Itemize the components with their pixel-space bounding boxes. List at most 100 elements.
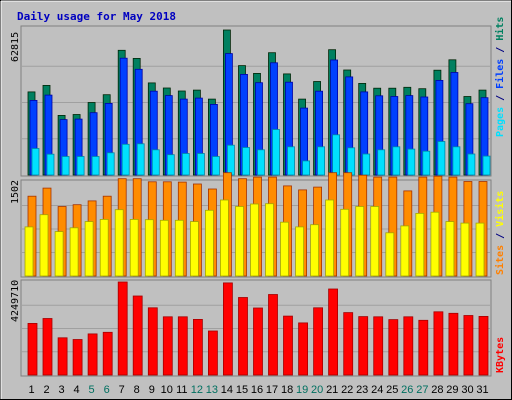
bar-pages-day-13: [211, 156, 220, 176]
bar-pages-day-30: [467, 153, 476, 176]
bar-kbytes-day-3: [57, 337, 68, 376]
side-label-sep-1: /: [495, 89, 506, 107]
max-label-hits-files-pages: 62815: [10, 32, 21, 62]
bar-kbytes-day-17: [268, 294, 278, 376]
bar-pages-day-12: [196, 153, 205, 176]
panel-visits-sites: 1502 Sites / Visits: [10, 172, 506, 278]
bar-sites-day-25: [385, 232, 395, 277]
bar-kbytes-day-28: [433, 311, 444, 376]
day-label-3: 3: [59, 384, 65, 396]
bar-kbytes-day-9: [147, 307, 158, 376]
side-label-sep-2: /: [495, 41, 506, 59]
side-label-visits: Visits: [494, 191, 506, 227]
bar-pages-day-11: [181, 153, 190, 176]
bar-pages-day-15: [242, 147, 250, 176]
bar-pages-day-1: [31, 148, 40, 176]
day-label-13: 13: [206, 384, 218, 396]
bar-pages-day-14: [226, 144, 235, 176]
bar-kbytes-day-21: [328, 288, 339, 376]
day-label-20: 20: [311, 384, 323, 396]
bar-pages-day-23: [362, 153, 371, 176]
day-label-24: 24: [371, 384, 383, 396]
panel-bars-visits-sites: [24, 172, 488, 277]
bar-sites-day-24: [370, 206, 380, 277]
bar-kbytes-day-12: [192, 318, 203, 376]
bar-pages-day-27: [422, 150, 431, 176]
bar-sites-day-2: [39, 214, 49, 277]
day-label-15: 15: [236, 384, 248, 396]
bar-pages-day-24: [377, 149, 386, 176]
day-label-6: 6: [104, 384, 110, 396]
panel-kbytes: 4249710 KBytes: [10, 279, 506, 377]
bar-pages-day-22: [347, 147, 356, 176]
bar-sites-day-11: [174, 219, 184, 277]
bar-kbytes-day-8: [132, 295, 143, 376]
bar-kbytes-day-4: [72, 339, 83, 376]
bar-pages-day-18: [287, 146, 295, 176]
day-label-9: 9: [149, 384, 155, 396]
day-label-14: 14: [221, 384, 233, 396]
bar-kbytes-day-5: [87, 333, 98, 376]
bar-sites-day-18: [280, 221, 289, 277]
bar-sites-day-21: [325, 199, 335, 277]
bar-sites-day-17: [265, 203, 274, 277]
bar-pages-day-9: [151, 149, 160, 176]
panel-bars-kbytes: [27, 281, 489, 376]
bar-sites-day-16: [250, 203, 259, 277]
bar-kbytes-day-15: [238, 297, 248, 376]
side-label-sites: Sites: [494, 245, 506, 275]
bar-kbytes-day-20: [313, 307, 324, 376]
day-label-18: 18: [281, 384, 293, 396]
bar-sites-day-26: [400, 225, 410, 277]
bar-kbytes-day-30: [463, 315, 474, 376]
max-label-visits-sites: 1502: [10, 180, 21, 204]
bar-kbytes-day-27: [418, 319, 429, 376]
day-label-30: 30: [461, 384, 473, 396]
side-label-hits-files-pages: Pages / Files / Hits: [494, 17, 506, 137]
bar-pages-day-31: [482, 155, 491, 176]
day-label-27: 27: [416, 384, 428, 396]
bar-kbytes-day-19: [298, 322, 309, 376]
side-label-kbytes: KBytes: [495, 337, 506, 373]
bar-kbytes-day-11: [177, 316, 188, 376]
bar-sites-day-22: [340, 208, 350, 277]
day-label-10: 10: [161, 384, 173, 396]
day-label-4: 4: [74, 384, 80, 396]
bar-kbytes-day-2: [42, 318, 53, 376]
bar-pages-day-4: [76, 156, 85, 176]
bar-kbytes-day-1: [27, 322, 38, 376]
bar-pages-day-17: [272, 129, 280, 176]
bar-pages-day-2: [46, 153, 55, 176]
bar-pages-day-20: [317, 146, 326, 176]
bar-pages-day-10: [166, 154, 175, 176]
day-label-2: 2: [43, 384, 49, 396]
bar-sites-day-29: [445, 221, 455, 277]
bar-kbytes-day-16: [253, 307, 263, 376]
bar-pages-day-16: [257, 149, 265, 176]
side-label-visits-sites: Sites / Visits: [494, 191, 506, 275]
bar-sites-day-4: [69, 227, 79, 277]
bar-kbytes-day-23: [358, 316, 369, 376]
day-label-21: 21: [326, 384, 338, 396]
day-label-25: 25: [386, 384, 398, 396]
bar-pages-day-21: [332, 134, 341, 176]
bar-sites-day-1: [24, 226, 34, 277]
day-label-8: 8: [134, 384, 140, 396]
bar-sites-day-5: [84, 221, 94, 277]
day-label-22: 22: [341, 384, 353, 396]
bar-sites-day-3: [54, 231, 64, 277]
bar-pages-day-3: [61, 156, 70, 176]
bar-kbytes-day-13: [207, 330, 218, 376]
bar-sites-day-12: [189, 221, 199, 277]
bar-kbytes-day-29: [448, 312, 459, 376]
bar-sites-day-15: [235, 206, 244, 277]
bar-sites-day-23: [355, 206, 365, 277]
bar-sites-day-20: [310, 224, 320, 277]
bar-kbytes-day-7: [117, 281, 128, 376]
bar-sites-day-27: [415, 212, 425, 277]
bar-kbytes-day-6: [102, 331, 113, 376]
bar-sites-day-30: [460, 222, 470, 277]
day-label-5: 5: [89, 384, 95, 396]
side-label-files: Files: [494, 59, 506, 89]
